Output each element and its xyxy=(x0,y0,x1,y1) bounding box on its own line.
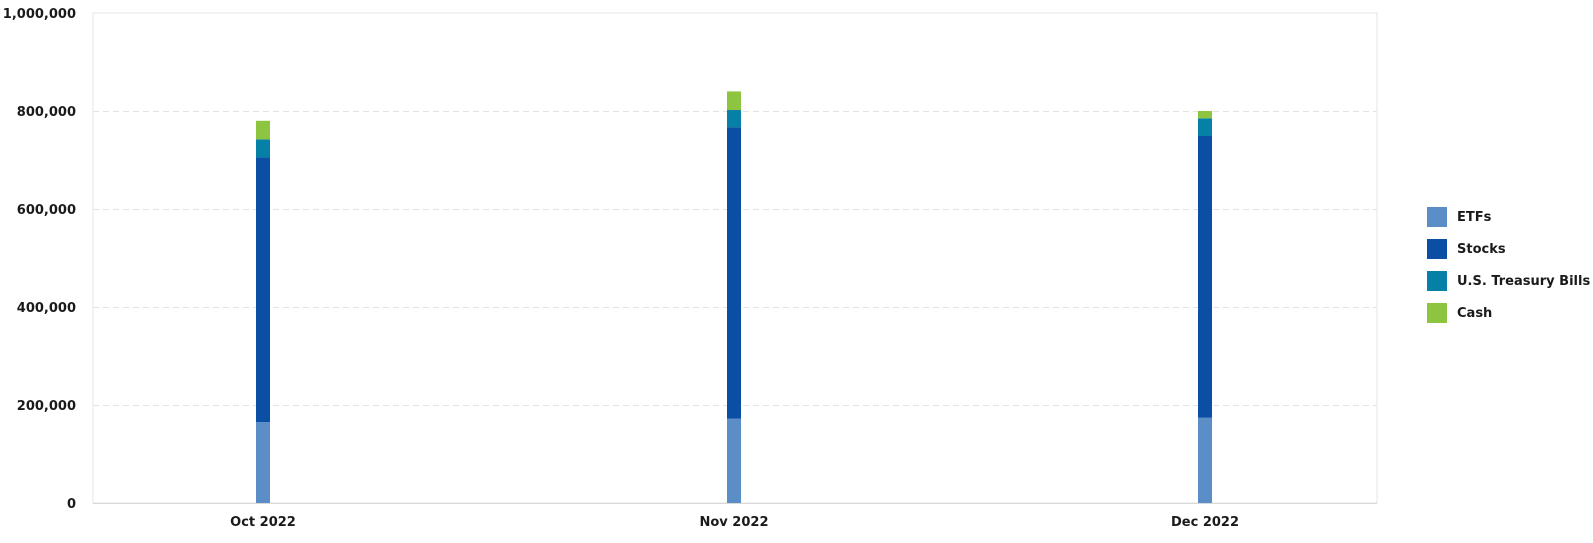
legend-item[interactable]: Cash xyxy=(1427,302,1590,324)
bar-segment-stocks xyxy=(1198,135,1212,418)
legend-label: Cash xyxy=(1457,305,1493,321)
legend-item[interactable]: ETFs xyxy=(1427,206,1590,228)
x-tick-label: Dec 2022 xyxy=(1171,515,1239,530)
bar-segment-u-s-treasury-bills xyxy=(256,139,270,158)
chart-legend: ETFs Stocks U.S. Treasury Bills Cash xyxy=(1427,206,1590,334)
bar-segment-stocks xyxy=(256,157,270,423)
y-tick-label: 400,000 xyxy=(17,301,76,316)
legend-label: ETFs xyxy=(1457,209,1492,225)
bar-segment-etfs xyxy=(1198,417,1212,503)
y-tick-label: 800,000 xyxy=(17,105,76,120)
legend-item[interactable]: Stocks xyxy=(1427,238,1590,260)
bar-segment-cash xyxy=(727,91,741,111)
legend-label: Stocks xyxy=(1457,241,1506,257)
x-tick-label: Oct 2022 xyxy=(230,515,296,530)
y-tick-label: 1,000,000 xyxy=(3,7,76,22)
x-tick-label: Nov 2022 xyxy=(700,515,769,530)
y-tick-label: 0 xyxy=(67,497,76,512)
bar-segment-etfs xyxy=(256,422,270,503)
bar-segment-u-s-treasury-bills xyxy=(727,110,741,128)
bar-segment-etfs xyxy=(727,418,741,503)
legend-label: U.S. Treasury Bills xyxy=(1457,273,1591,289)
bar-segment-stocks xyxy=(727,127,741,419)
legend-swatch xyxy=(1427,271,1447,291)
legend-swatch xyxy=(1427,303,1447,323)
bar-segment-cash xyxy=(256,120,270,140)
legend-item[interactable]: U.S. Treasury Bills xyxy=(1427,270,1590,292)
y-tick-label: 600,000 xyxy=(17,203,76,218)
y-tick-label: 200,000 xyxy=(17,399,76,414)
bar-segment-u-s-treasury-bills xyxy=(1198,118,1212,136)
bar-segment-cash xyxy=(1198,111,1212,119)
legend-swatch xyxy=(1427,207,1447,227)
legend-swatch xyxy=(1427,239,1447,259)
